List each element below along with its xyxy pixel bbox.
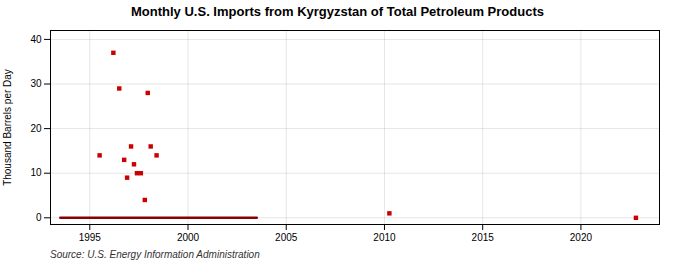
svg-text:10: 10 xyxy=(30,167,42,178)
svg-text:40: 40 xyxy=(30,34,42,45)
svg-text:20: 20 xyxy=(30,123,42,134)
svg-text:1995: 1995 xyxy=(79,232,102,243)
svg-text:2020: 2020 xyxy=(570,232,593,243)
svg-text:0: 0 xyxy=(36,212,42,223)
html-text:Source: U.S. Energy Informatio: Source: U.S. Energy Information Administ… xyxy=(50,249,260,260)
svg-text:Thousand Barrels per Day: Thousand Barrels per Day xyxy=(2,69,13,186)
svg-text:2000: 2000 xyxy=(177,232,200,243)
svg-text:30: 30 xyxy=(30,78,42,89)
html-text:Monthly U.S. Imports from Kyrg: Monthly U.S. Imports from Kyrgyzstan of … xyxy=(131,4,544,19)
svg-text:2005: 2005 xyxy=(275,232,298,243)
svg-text:2010: 2010 xyxy=(373,232,396,243)
svg-text:2015: 2015 xyxy=(472,232,495,243)
